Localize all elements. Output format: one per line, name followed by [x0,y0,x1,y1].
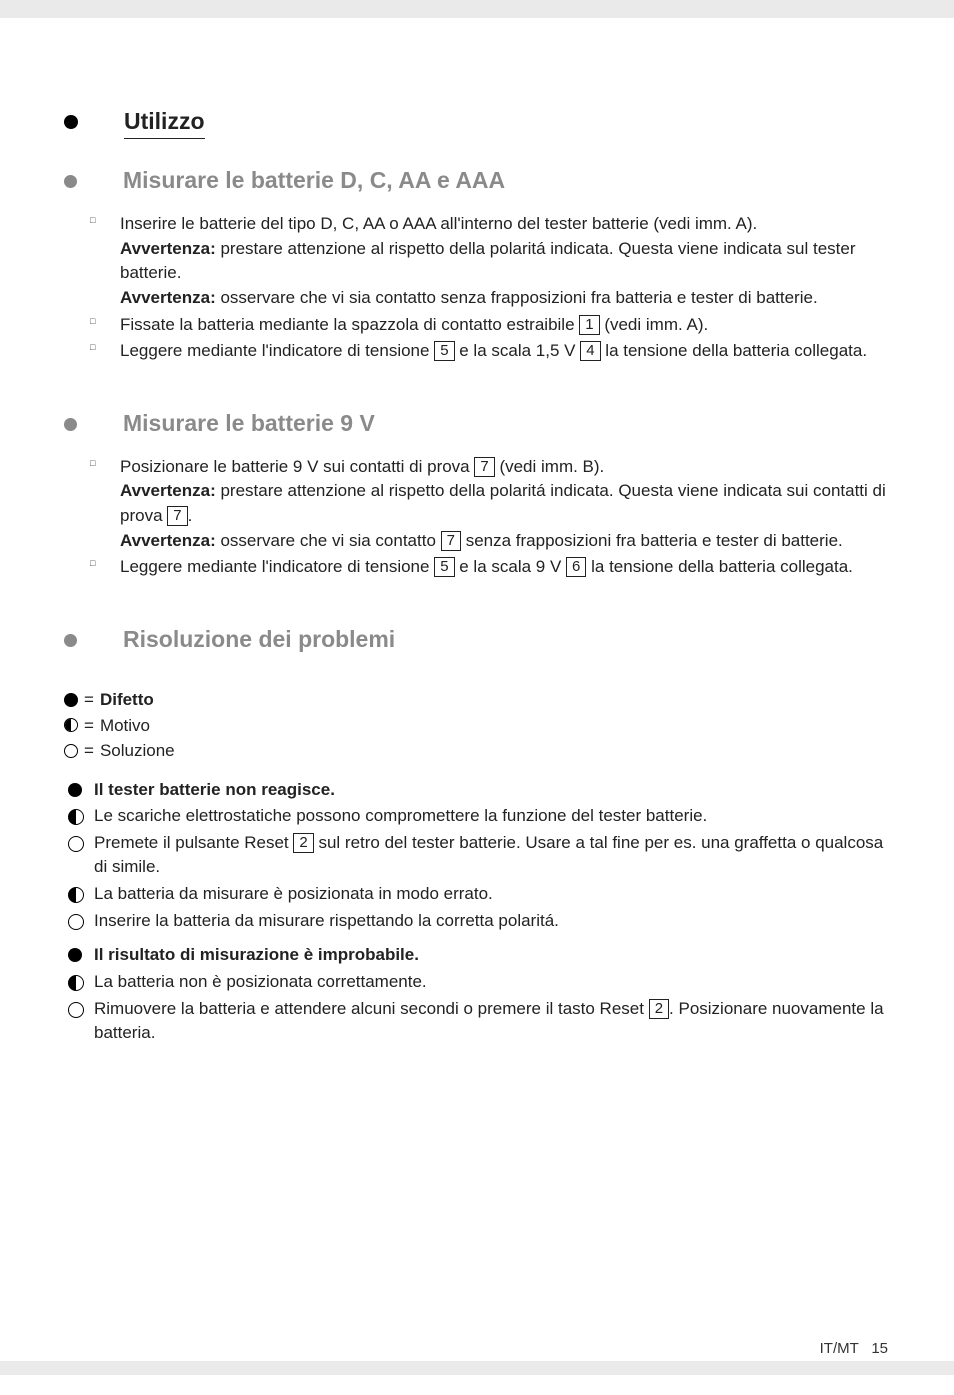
ref-box: 2 [649,999,669,1019]
heading-utilizzo: Utilizzo [124,108,205,139]
legend-soluzione: Soluzione [100,738,175,764]
text: Il risultato di misurazione è improbabil… [94,945,419,964]
text: . [188,506,193,525]
footer-page: 15 [871,1340,888,1357]
problem-solution: Premete il pulsante Reset 2 sul retro de… [64,831,894,880]
ref-box: 7 [474,457,494,477]
text: Inserire le batterie del tipo D, C, AA o… [120,214,757,233]
problem-cause: La batteria da misurare è posizionata in… [64,882,894,907]
text: Posizionare le batterie 9 V sui contatti… [120,457,474,476]
list-section2: Posizionare le batterie 9 V sui contatti… [90,455,894,580]
problem-cause: Le scariche elettrostatiche possono comp… [64,804,894,829]
section-bullet-icon [64,115,78,129]
list-item: Leggere mediante l'indicatore di tension… [90,339,894,364]
ref-box: 2 [293,833,313,853]
list-item: Fissate la batteria mediante la spazzola… [90,313,894,338]
text: la tensione della batteria collegata. [601,341,868,360]
problem-block-2: Il risultato di misurazione è improbabil… [64,943,894,1046]
problem-solution: Inserire la batteria da misurare rispett… [64,909,894,934]
ref-box: 5 [434,341,454,361]
text: Leggere mediante l'indicatore di tension… [120,557,434,576]
problem-solution: Rimuovere la batteria e attendere alcuni… [64,997,894,1046]
text: osservare che vi sia contatto [216,531,441,550]
solid-circle-icon [64,693,78,707]
note-label: Avvertenza: [120,288,216,307]
text: Le scariche elettrostatiche possono comp… [94,806,707,825]
list-item: Leggere mediante l'indicatore di tension… [90,555,894,580]
section-bullet-icon [64,634,77,647]
text: prestare attenzione al rispetto della po… [120,481,886,525]
heading-misurare-dcaa: Misurare le batterie D, C, AA e AAA [123,167,505,194]
text: (vedi imm. B). [495,457,605,476]
list-section1: Inserire le batterie del tipo D, C, AA o… [90,212,894,364]
problem-block-1: Il tester batterie non reagisce. Le scar… [64,778,894,934]
legend: = Difetto = Motivo = Soluzione [64,687,894,764]
heading-misurare-9v: Misurare le batterie 9 V [123,410,375,437]
text: e la scala 9 V [455,557,567,576]
note-label: Avvertenza: [120,481,216,500]
note-label: Avvertenza: [120,531,216,550]
list-item: Inserire le batterie del tipo D, C, AA o… [90,212,894,311]
problem-title: Il risultato di misurazione è improbabil… [64,943,894,968]
text: Fissate la batteria mediante la spazzola… [120,315,579,334]
text: Rimuovere la batteria e attendere alcuni… [94,999,649,1018]
text: Il tester batterie non reagisce. [94,780,335,799]
empty-circle-icon [64,744,78,758]
legend-motivo: Motivo [100,713,150,739]
page-footer: IT/MT 15 [820,1340,888,1357]
text: La batteria non è posizionata correttame… [94,972,427,991]
note-label: Avvertenza: [120,239,216,258]
section-bullet-icon [64,418,77,431]
ref-box: 1 [579,315,599,335]
text: senza frapposizioni fra batteria e teste… [461,531,843,550]
text: la tensione della batteria collegata. [586,557,853,576]
ref-box: 6 [566,557,586,577]
text: Leggere mediante l'indicatore di tension… [120,341,434,360]
text: Inserire la batteria da misurare rispett… [94,911,559,930]
footer-locale: IT/MT [820,1340,859,1357]
text: La batteria da misurare è posizionata in… [94,884,493,903]
text: e la scala 1,5 V [455,341,581,360]
ref-box: 7 [441,531,461,551]
text: (vedi imm. A). [600,315,709,334]
heading-risoluzione: Risoluzione dei problemi [123,626,395,653]
half-circle-icon [64,718,78,732]
ref-box: 4 [580,341,600,361]
problem-title: Il tester batterie non reagisce. [64,778,894,803]
list-item: Posizionare le batterie 9 V sui contatti… [90,455,894,554]
ref-box: 5 [434,557,454,577]
section-bullet-icon [64,175,77,188]
ref-box: 7 [167,506,187,526]
text: Premete il pulsante Reset [94,833,293,852]
text: prestare attenzione al rispetto della po… [120,239,856,283]
legend-difetto: Difetto [100,687,154,713]
problem-cause: La batteria non è posizionata correttame… [64,970,894,995]
text: osservare che vi sia contatto senza frap… [216,288,818,307]
